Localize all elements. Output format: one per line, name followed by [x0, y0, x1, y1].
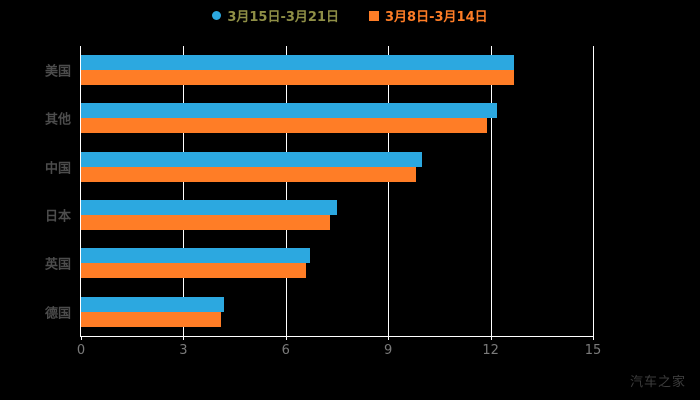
gridline-x-9	[388, 46, 390, 336]
x-axis-label-15: 15	[584, 343, 602, 358]
bar-group-其他: 其他	[45, 94, 593, 142]
x-axis-tick-9	[388, 336, 390, 340]
legend-item-week1[interactable]: 3月8日-3月14日	[369, 6, 488, 25]
bar-blue-中国	[81, 151, 423, 167]
category-label-美国: 美国	[44, 64, 71, 80]
x-axis-tick-15	[593, 336, 594, 340]
x-axis-label-12: 12	[482, 343, 499, 358]
legend-label-week1: 3月8日-3月14日	[385, 10, 488, 25]
bar-orange-中国	[81, 166, 416, 182]
bar-group-日本: 日本	[45, 191, 593, 239]
category-label-其他: 其他	[44, 112, 71, 128]
legend-marker-orange-square-icon	[369, 10, 380, 21]
bar-group-中国: 中国	[45, 143, 593, 191]
bar-orange-德国	[81, 311, 221, 327]
bar-orange-美国	[81, 70, 515, 86]
bar-orange-日本	[81, 215, 331, 231]
category-label-英国: 英国	[44, 257, 71, 273]
chart-legend: 3月15日-3月21日 3月8日-3月14日	[0, 6, 700, 25]
bar-blue-美国	[81, 55, 515, 71]
category-label-中国: 中国	[44, 161, 71, 177]
x-axis-label-9: 9	[384, 343, 393, 358]
bar-blue-其他	[81, 103, 498, 119]
bar-blue-英国	[81, 248, 310, 264]
bar-orange-其他	[81, 118, 488, 134]
x-axis-tick-6	[285, 336, 287, 340]
legend-marker-blue-circle-icon	[212, 11, 222, 20]
gridline-x-15	[593, 46, 594, 336]
category-label-德国: 德国	[44, 306, 71, 322]
bar-group-英国: 英国	[45, 239, 593, 287]
gridline-x-6	[285, 46, 287, 336]
legend-label-week2: 3月15日-3月21日	[227, 10, 340, 25]
bar-orange-英国	[81, 263, 307, 279]
plot-area: 0 3 6 9 12 15 美国其他中国日本英国德国	[45, 46, 601, 358]
bar-blue-德国	[81, 296, 225, 312]
category-label-日本: 日本	[44, 209, 71, 225]
x-axis-tick-3	[183, 336, 185, 340]
gridline-x-3	[183, 46, 185, 336]
x-axis-tick-0	[81, 336, 82, 340]
bar-blue-日本	[81, 200, 337, 216]
x-axis-label-6: 6	[281, 343, 290, 358]
watermark: 汽车之家	[629, 375, 686, 390]
legend-item-week2[interactable]: 3月15日-3月21日	[212, 6, 339, 25]
bar-group-德国: 德国	[45, 288, 593, 336]
x-axis-label-3: 3	[179, 343, 188, 358]
bar-group-美国: 美国	[45, 46, 593, 94]
x-axis-label-0: 0	[76, 343, 86, 358]
gridline-x-12	[490, 46, 492, 336]
x-axis-tick-12	[490, 336, 492, 340]
